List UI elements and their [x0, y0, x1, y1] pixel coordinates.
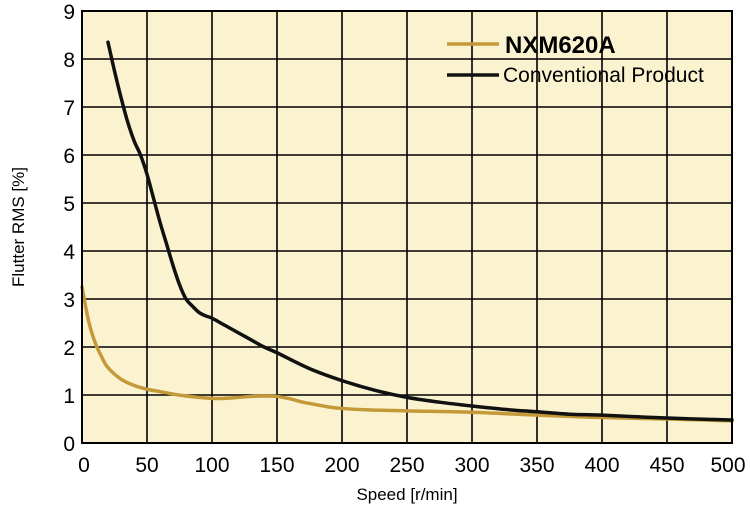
y-tick-label: 5 [63, 193, 75, 216]
x-tick-label: 500 [710, 454, 745, 477]
tick-labels: 0 50 100 150 200 250 300 350 400 450 500 0 1 2 3 4 5 6 7 8 9 [63, 1, 745, 477]
legend-label-conventional: Conventional Product [503, 64, 704, 87]
series-line-nxm620a [80, 285, 734, 423]
x-tick-label: 150 [259, 454, 294, 477]
x-axis-title: Speed [r/min] [356, 485, 457, 504]
y-tick-label: 1 [63, 385, 75, 408]
y-tick-label: 4 [63, 241, 75, 264]
x-tick-label: 0 [78, 454, 90, 477]
y-tick-label: 7 [63, 97, 75, 120]
y-tick-label: 6 [63, 145, 75, 168]
x-tick-label: 300 [454, 454, 489, 477]
y-tick-label: 8 [63, 49, 75, 72]
y-tick-label: 0 [63, 433, 75, 456]
x-tick-label: 100 [194, 454, 229, 477]
x-tick-label: 450 [649, 454, 684, 477]
x-tick-label: 400 [584, 454, 619, 477]
series-line-conventional-product [106, 40, 734, 422]
grid [82, 11, 732, 443]
series-layer [80, 40, 734, 423]
legend-label-nxm620a: NXM620A [505, 32, 616, 59]
x-tick-label: 350 [519, 454, 554, 477]
x-tick-label: 200 [324, 454, 359, 477]
x-tick-label: 250 [389, 454, 424, 477]
y-tick-label: 9 [63, 1, 75, 24]
y-tick-label: 2 [63, 337, 75, 360]
y-axis-title: Flutter RMS [%] [9, 167, 28, 287]
legend: NXM620A Conventional Product [447, 32, 704, 87]
y-tick-label: 3 [63, 289, 75, 312]
x-tick-label: 50 [135, 454, 158, 477]
plot-frame [81, 10, 733, 444]
